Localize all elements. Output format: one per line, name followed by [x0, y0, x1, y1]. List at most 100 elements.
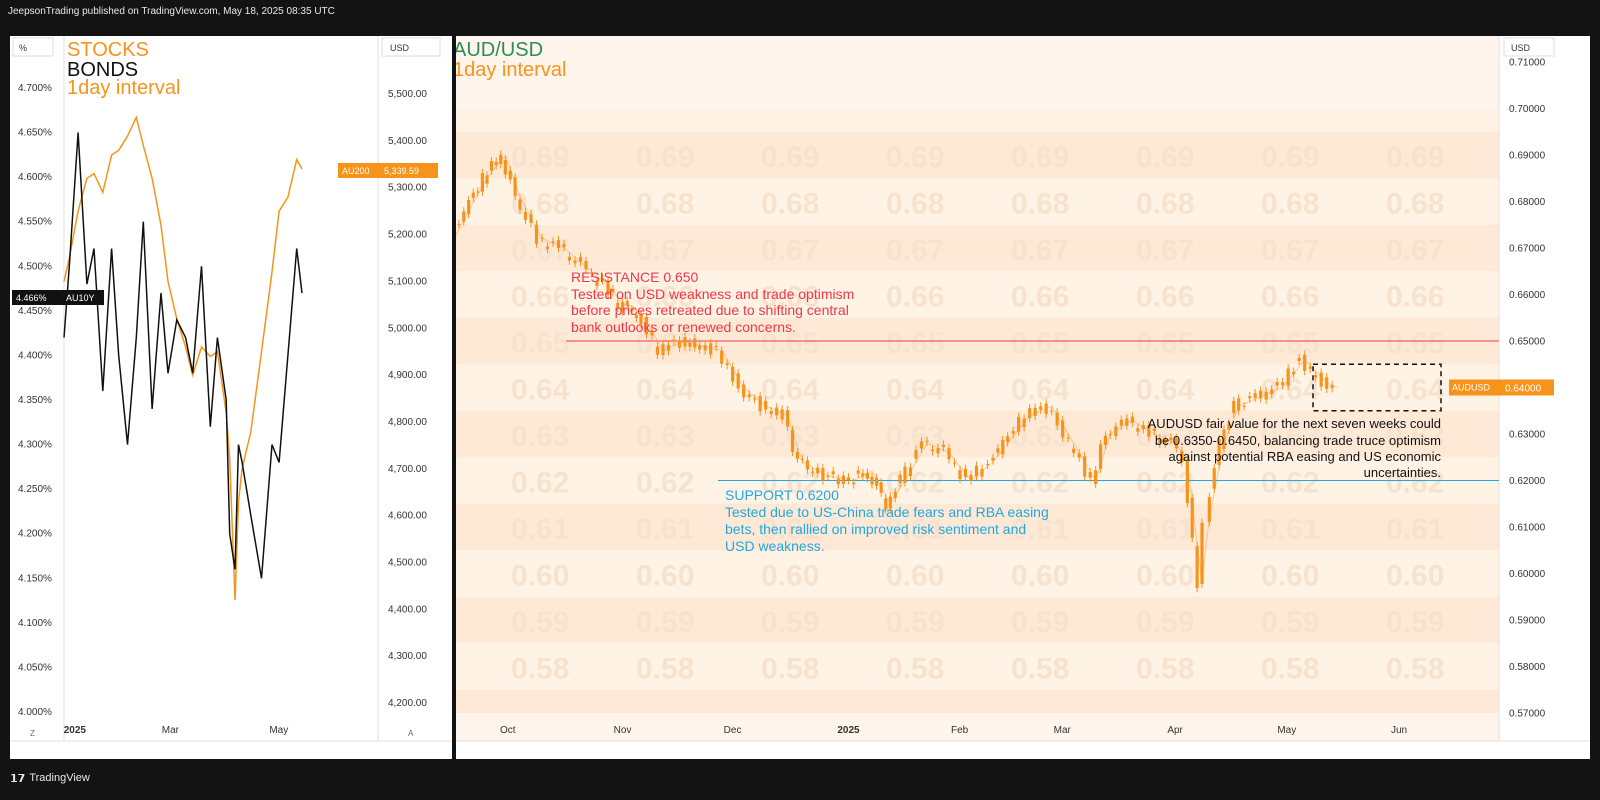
right-unit-box-audusd[interactable] [1503, 37, 1555, 57]
candle-body [1125, 418, 1129, 426]
auto-scale-right-button[interactable]: A [408, 729, 414, 738]
fair-value-range-box[interactable] [1312, 363, 1442, 412]
candle-body [462, 211, 466, 222]
audusd-y-tick: 0.59000 [1509, 616, 1546, 627]
candle-body [1017, 416, 1021, 432]
stocks-bonds-chart-panel[interactable]: % USD STOCKS BONDS 1day interval 4.700% 4… [10, 36, 452, 759]
right-time-axis-bg [456, 741, 1590, 759]
candle-body [677, 340, 682, 348]
candle-body [903, 466, 907, 483]
price-band [456, 364, 1499, 388]
candle-body [639, 315, 643, 325]
level-watermark: 0.58 [511, 653, 569, 686]
price-band [456, 434, 1499, 458]
resistance-annotation[interactable]: RESISTANCE 0.650 Tested on USD weakness … [571, 269, 854, 335]
au10y-price-badge: 4.466% AU10Y [12, 290, 104, 305]
candle-body [800, 458, 804, 460]
candle-body [865, 472, 870, 479]
candle-body [893, 492, 897, 499]
candle-body [769, 410, 773, 415]
level-watermark: 0.60 [761, 560, 819, 593]
audusd-candles [457, 150, 1334, 593]
right-y-tick: 4,200.00 [388, 698, 427, 709]
audusd-price-badge: AUDUSD 0.64000 [1449, 379, 1554, 396]
fair-value-annotation[interactable]: AUDUSD fair value for the next seven wee… [1148, 416, 1442, 480]
level-watermark: 0.64 [636, 374, 695, 407]
candle-body [1044, 403, 1048, 414]
audusd-y-tick: 0.66000 [1509, 290, 1546, 301]
tradingview-logo-text[interactable]: TradingView [29, 772, 90, 784]
candle-body [1098, 444, 1103, 469]
candle-body [1212, 468, 1216, 489]
level-watermark: 0.59 [511, 606, 569, 639]
right-unit-box[interactable] [381, 37, 441, 57]
audusd-chart-svg[interactable]: 0.69 0.69 0.69 0.69 0.69 0.69 0.69 0.69 0.68 0.68… [456, 36, 1590, 759]
candle-body [1114, 426, 1118, 437]
left-plot-area[interactable] [64, 36, 378, 741]
candle-body [805, 460, 810, 470]
price-band [456, 573, 1499, 597]
price-band [456, 271, 1499, 295]
candle-body [584, 261, 588, 270]
candle-body [870, 476, 874, 485]
candle-body [1077, 453, 1081, 458]
price-band [456, 317, 1499, 341]
level-watermark: 0.67 [1011, 234, 1069, 267]
left-y-tick: 4.300% [18, 440, 52, 451]
level-watermark: 0.67 [761, 234, 819, 267]
audusd-badge-value: 0.64000 [1505, 384, 1542, 395]
candle-body [816, 467, 820, 474]
level-watermark: 0.66 [636, 281, 694, 314]
level-watermark: 0.61 [886, 513, 944, 546]
level-watermark: 0.64 [1011, 374, 1070, 407]
candle-body [666, 344, 671, 352]
support-line-2: bets, then rallied on improved risk sent… [725, 521, 1026, 537]
level-watermark: 0.69 [1011, 141, 1069, 174]
resistance-line-3: bank outlooks or renewed concerns. [571, 319, 796, 335]
candle-body [650, 331, 654, 336]
candle-body [884, 498, 888, 510]
candle-body [518, 199, 522, 210]
support-annotation[interactable]: SUPPORT 0.6200 Tested due to US-China tr… [725, 487, 1049, 554]
candle-body [698, 345, 702, 350]
left-unit-box[interactable] [12, 37, 54, 57]
left-y-tick: 4.250% [18, 484, 52, 495]
right-y-tick: 5,300.00 [388, 183, 427, 194]
candle-body [914, 449, 918, 459]
candle-body [1242, 406, 1246, 408]
candle-body [841, 475, 845, 484]
right-y-tick: 5,400.00 [388, 136, 427, 147]
audusd-x-label: May [1277, 725, 1296, 736]
level-watermark: 0.63 [511, 420, 569, 453]
candle-body [1275, 382, 1279, 386]
audusd-chart-panel[interactable]: 0.69 0.69 0.69 0.69 0.69 0.69 0.69 0.69 0.68 0.68… [456, 36, 1590, 759]
support-line-3: USD weakness. [725, 538, 825, 554]
candle-body [1270, 389, 1274, 395]
right-unit-label: USD [390, 43, 410, 53]
level-watermark: 0.68 [761, 188, 819, 221]
candle-body [991, 457, 995, 461]
level-watermark: 0.61 [1386, 513, 1444, 546]
left-y-tick: 4.600% [18, 172, 52, 183]
candle-body [1297, 357, 1301, 361]
candle-body [556, 240, 561, 248]
candle-body [1248, 396, 1252, 399]
auto-scale-left-button[interactable]: Z [30, 729, 35, 738]
level-watermark: 0.63 [1011, 420, 1069, 453]
candle-body [1264, 391, 1268, 400]
candle-body [742, 384, 746, 398]
candle-body [562, 243, 566, 248]
candle-body [551, 241, 555, 243]
level-watermark: 0.69 [511, 141, 569, 174]
price-band [456, 620, 1499, 644]
candle-body [494, 161, 498, 166]
right-y-tick: 4,700.00 [388, 464, 427, 475]
candle-body [1253, 393, 1257, 398]
tradingview-logo-icon[interactable]: 𝟭𝟳 [10, 772, 26, 785]
candle-body [606, 280, 610, 295]
stocks-bonds-chart-svg[interactable]: % USD STOCKS BONDS 1day interval 4.700%4… [10, 36, 452, 759]
candle-body [1066, 437, 1070, 439]
candle-body [747, 394, 751, 398]
level-watermark: 0.63 [636, 420, 694, 453]
level-watermark: 0.66 [1136, 281, 1194, 314]
